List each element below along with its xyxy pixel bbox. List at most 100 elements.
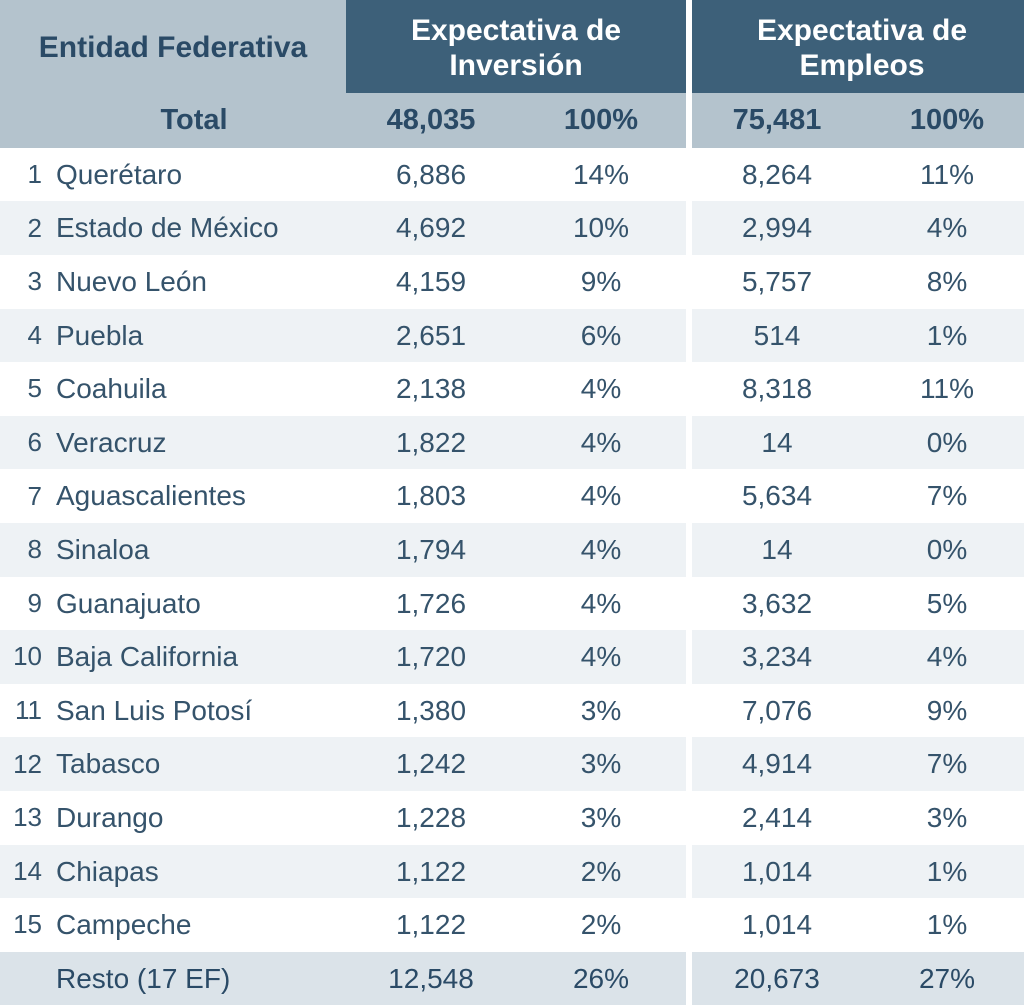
table-row: 10Baja California1,7204%3,2344% bbox=[0, 630, 1024, 684]
resto-inv-val: 12,548 bbox=[346, 952, 516, 1005]
row-emp-val: 5,757 bbox=[692, 255, 862, 309]
resto-row: Resto (17 EF)12,54826%20,67327% bbox=[0, 952, 1024, 1005]
row-index: 11 bbox=[0, 684, 46, 738]
row-entity: Chiapas bbox=[46, 845, 346, 899]
row-emp-val: 8,264 bbox=[692, 148, 862, 202]
row-emp-pct: 1% bbox=[862, 845, 1024, 899]
row-inv-val: 6,886 bbox=[346, 148, 516, 202]
row-index: 8 bbox=[0, 523, 46, 577]
table-row: 13Durango1,2283%2,4143% bbox=[0, 791, 1024, 845]
row-emp-pct: 9% bbox=[862, 684, 1024, 738]
row-entity: Campeche bbox=[46, 898, 346, 952]
row-entity: San Luis Potosí bbox=[46, 684, 346, 738]
total-emp-val: 75,481 bbox=[692, 93, 862, 148]
resto-emp-pct: 27% bbox=[862, 952, 1024, 1005]
row-inv-pct: 4% bbox=[516, 523, 686, 577]
row-index: 7 bbox=[0, 469, 46, 523]
row-emp-pct: 0% bbox=[862, 523, 1024, 577]
row-inv-pct: 6% bbox=[516, 309, 686, 363]
row-entity: Coahuila bbox=[46, 362, 346, 416]
table-row: 11San Luis Potosí1,3803%7,0769% bbox=[0, 684, 1024, 738]
row-inv-val: 4,692 bbox=[346, 201, 516, 255]
row-emp-val: 2,994 bbox=[692, 201, 862, 255]
resto-emp-val: 20,673 bbox=[692, 952, 862, 1005]
row-inv-pct: 3% bbox=[516, 737, 686, 791]
resto-idx bbox=[0, 952, 46, 1005]
row-emp-pct: 11% bbox=[862, 362, 1024, 416]
row-emp-pct: 4% bbox=[862, 630, 1024, 684]
row-emp-pct: 0% bbox=[862, 416, 1024, 470]
row-entity: Baja California bbox=[46, 630, 346, 684]
table-row: 9Guanajuato1,7264%3,6325% bbox=[0, 577, 1024, 631]
row-inv-val: 1,822 bbox=[346, 416, 516, 470]
row-entity: Querétaro bbox=[46, 148, 346, 202]
total-row: Total 48,035 100% 75,481 100% bbox=[0, 93, 1024, 148]
row-inv-val: 1,794 bbox=[346, 523, 516, 577]
row-inv-val: 1,242 bbox=[346, 737, 516, 791]
row-emp-val: 514 bbox=[692, 309, 862, 363]
row-emp-val: 7,076 bbox=[692, 684, 862, 738]
row-entity: Estado de México bbox=[46, 201, 346, 255]
row-index: 6 bbox=[0, 416, 46, 470]
table-row: 8Sinaloa1,7944%140% bbox=[0, 523, 1024, 577]
table-row: 5Coahuila2,1384%8,31811% bbox=[0, 362, 1024, 416]
row-inv-pct: 2% bbox=[516, 845, 686, 899]
table-row: 7Aguascalientes1,8034%5,6347% bbox=[0, 469, 1024, 523]
table-body: Total 48,035 100% 75,481 100% 1Querétaro… bbox=[0, 93, 1024, 1005]
row-emp-val: 4,914 bbox=[692, 737, 862, 791]
row-inv-pct: 4% bbox=[516, 630, 686, 684]
col-header-entity: Entidad Federativa bbox=[0, 0, 346, 93]
row-emp-pct: 5% bbox=[862, 577, 1024, 631]
row-inv-val: 1,228 bbox=[346, 791, 516, 845]
row-inv-val: 2,138 bbox=[346, 362, 516, 416]
row-entity: Puebla bbox=[46, 309, 346, 363]
row-emp-pct: 4% bbox=[862, 201, 1024, 255]
resto-inv-pct: 26% bbox=[516, 952, 686, 1005]
row-inv-val: 1,380 bbox=[346, 684, 516, 738]
row-inv-pct: 4% bbox=[516, 577, 686, 631]
row-emp-val: 8,318 bbox=[692, 362, 862, 416]
row-emp-pct: 3% bbox=[862, 791, 1024, 845]
row-entity: Aguascalientes bbox=[46, 469, 346, 523]
resto-label: Resto (17 EF) bbox=[46, 952, 346, 1005]
row-inv-pct: 14% bbox=[516, 148, 686, 202]
table-header-row: Entidad Federativa Expectativa de Invers… bbox=[0, 0, 1024, 93]
row-emp-val: 2,414 bbox=[692, 791, 862, 845]
row-index: 1 bbox=[0, 148, 46, 202]
row-entity: Sinaloa bbox=[46, 523, 346, 577]
row-emp-val: 14 bbox=[692, 523, 862, 577]
table-row: 15Campeche1,1222%1,0141% bbox=[0, 898, 1024, 952]
table-row: 2Estado de México4,69210%2,9944% bbox=[0, 201, 1024, 255]
table-row: 14Chiapas1,1222%1,0141% bbox=[0, 845, 1024, 899]
row-inv-val: 1,122 bbox=[346, 898, 516, 952]
row-emp-pct: 7% bbox=[862, 469, 1024, 523]
row-index: 4 bbox=[0, 309, 46, 363]
row-emp-val: 3,632 bbox=[692, 577, 862, 631]
row-emp-pct: 11% bbox=[862, 148, 1024, 202]
row-inv-val: 1,803 bbox=[346, 469, 516, 523]
row-index: 10 bbox=[0, 630, 46, 684]
row-emp-pct: 1% bbox=[862, 898, 1024, 952]
row-inv-pct: 3% bbox=[516, 684, 686, 738]
row-emp-val: 1,014 bbox=[692, 845, 862, 899]
total-label: Total bbox=[46, 93, 346, 148]
row-inv-val: 1,122 bbox=[346, 845, 516, 899]
total-inv-val: 48,035 bbox=[346, 93, 516, 148]
table-row: 4Puebla2,6516%5141% bbox=[0, 309, 1024, 363]
total-emp-pct: 100% bbox=[862, 93, 1024, 148]
row-inv-pct: 4% bbox=[516, 362, 686, 416]
table-row: 12Tabasco1,2423%4,9147% bbox=[0, 737, 1024, 791]
total-idx bbox=[0, 93, 46, 148]
row-inv-pct: 3% bbox=[516, 791, 686, 845]
col-header-empleos: Expectativa de Empleos bbox=[692, 0, 1024, 93]
row-emp-val: 14 bbox=[692, 416, 862, 470]
row-inv-val: 4,159 bbox=[346, 255, 516, 309]
row-index: 9 bbox=[0, 577, 46, 631]
table-row: 1Querétaro6,88614%8,26411% bbox=[0, 148, 1024, 202]
investment-employment-table: Entidad Federativa Expectativa de Invers… bbox=[0, 0, 1024, 1005]
row-inv-pct: 9% bbox=[516, 255, 686, 309]
row-inv-pct: 4% bbox=[516, 416, 686, 470]
row-index: 12 bbox=[0, 737, 46, 791]
row-index: 5 bbox=[0, 362, 46, 416]
row-inv-pct: 4% bbox=[516, 469, 686, 523]
